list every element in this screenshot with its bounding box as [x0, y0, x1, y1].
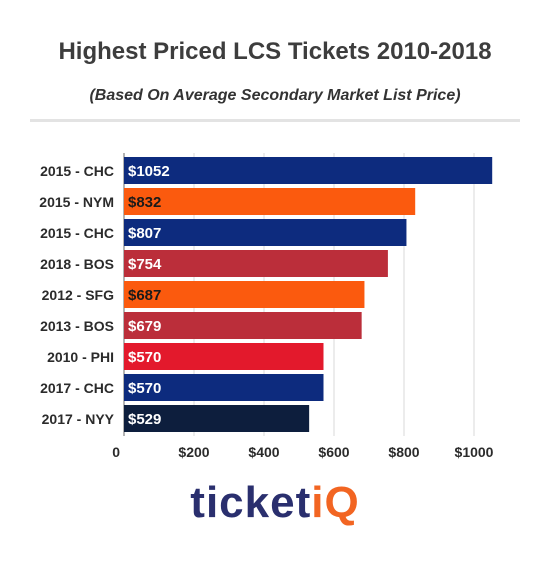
logo-text-iq: iQ	[311, 478, 360, 527]
category-label: 2015 - CHC	[40, 225, 114, 241]
x-axis-tick-labels: 0 $200 $400 $600 $800 $1000	[112, 444, 493, 460]
category-label: 2012 - SFG	[42, 287, 114, 303]
divider	[30, 119, 520, 122]
x-tick-label: $800	[388, 444, 419, 460]
bar-value-label: $570	[128, 380, 161, 397]
category-label: 2018 - BOS	[40, 256, 114, 272]
x-tick-label: $400	[248, 444, 279, 460]
category-label: 2017 - CHC	[40, 380, 114, 396]
bar	[124, 312, 362, 339]
category-label: 2010 - PHI	[47, 349, 114, 365]
bar-value-label: $679	[128, 318, 161, 335]
x-tick-label: $200	[178, 444, 209, 460]
x-tick-label: $1000	[455, 444, 494, 460]
category-labels: 2015 - CHC 2015 - NYM 2015 - CHC 2018 - BOS…	[39, 163, 114, 427]
bar	[124, 405, 310, 432]
bar-value-label: $754	[128, 256, 162, 273]
bar	[124, 281, 365, 308]
category-label: 2015 - CHC	[40, 163, 114, 179]
bar	[124, 343, 324, 370]
bar	[124, 374, 324, 401]
category-label: 2013 - BOS	[40, 318, 114, 334]
bar-value-label: $529	[128, 411, 161, 428]
bar-value-label: $570	[128, 349, 161, 366]
bar	[124, 250, 388, 277]
category-label: 2015 - NYM	[39, 194, 114, 210]
bar	[124, 219, 407, 246]
category-label: 2017 - NYY	[42, 411, 115, 427]
bar-chart: $1052 $832 $807 $754 $687 $679 $570 $570 $529 20…	[39, 153, 494, 460]
bar-value-label: $1052	[128, 163, 170, 180]
bar-value-label: $807	[128, 225, 161, 242]
x-tick-label: $600	[318, 444, 349, 460]
ticketiq-logo: ticketiQ	[0, 478, 550, 528]
bar	[124, 157, 493, 184]
bar-value-label: $687	[128, 287, 161, 304]
bars: $1052 $832 $807 $754 $687 $679 $570 $570 $529	[124, 157, 493, 432]
x-tick-label: 0	[112, 444, 120, 460]
logo-text-ticket: ticket	[190, 478, 312, 527]
chart-title: Highest Priced LCS Tickets 2010-2018	[58, 38, 492, 65]
chart-subtitle: (Based On Average Secondary Market List …	[89, 87, 461, 104]
bar	[124, 188, 416, 215]
bar-value-label: $832	[128, 194, 161, 211]
